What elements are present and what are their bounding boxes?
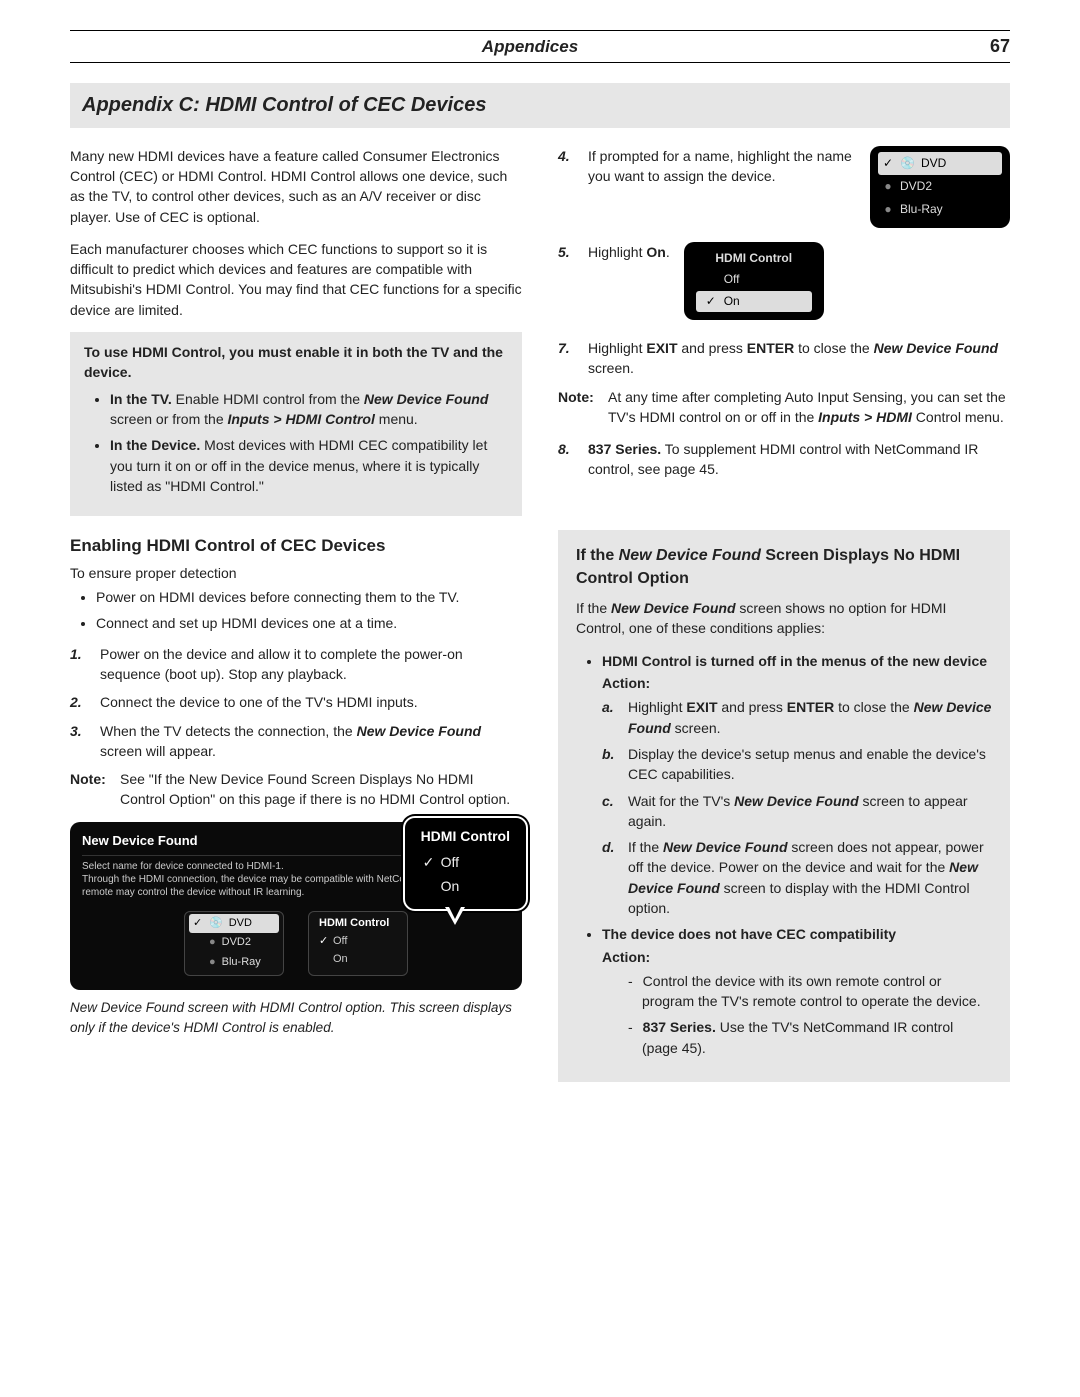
right-column: 4. If prompted for a name, highlight the… — [558, 146, 1010, 1082]
step-2: 2.Connect the device to one of the TV's … — [70, 692, 522, 712]
appendix-title: Appendix C: HDMI Control of CEC Devices — [70, 83, 1010, 128]
hdmi-control-bubble: HDMI Control Off On — [403, 816, 528, 911]
left-column: Many new HDMI devices have a feature cal… — [70, 146, 522, 1082]
no-option-intro: If the New Device Found screen shows no … — [576, 598, 992, 639]
note-right: Note: At any time after completing Auto … — [558, 387, 1010, 428]
step-4: 4. If prompted for a name, highlight the… — [558, 146, 1010, 228]
step-1: 1.Power on the device and allow it to co… — [70, 644, 522, 685]
no-option-heading: If the New Device Found Screen Displays … — [576, 544, 992, 590]
cond-1: HDMI Control is turned off in the menus … — [602, 651, 992, 919]
dash-1: Control the device with its own remote c… — [628, 971, 992, 1012]
intro-p2: Each manufacturer chooses which CEC func… — [70, 239, 522, 320]
step-7: 7. Highlight EXIT and press ENTER to clo… — [558, 338, 1010, 379]
enable-callout: To use HDMI Control, you must enable it … — [70, 332, 522, 516]
section-label: Appendices — [482, 35, 578, 60]
page-header: Appendices 67 — [70, 30, 1010, 63]
callout-bullet-device: In the Device. Most devices with HDMI CE… — [110, 435, 508, 496]
hdmi-control-small: HDMI Control Off On — [308, 911, 408, 977]
sub-b: b.Display the device's setup menus and e… — [602, 744, 992, 785]
callout-bullet-tv: In the TV. Enable HDMI control from the … — [110, 389, 508, 430]
step-3: 3.When the TV detects the connection, th… — [70, 721, 522, 762]
enabling-subhead: Enabling HDMI Control of CEC Devices — [70, 534, 522, 559]
content-columns: Many new HDMI devices have a feature cal… — [70, 146, 1010, 1082]
screenshot-caption: New Device Found screen with HDMI Contro… — [70, 998, 522, 1037]
cond-2: The device does not have CEC compatibili… — [602, 924, 992, 1058]
dash-2: 837 Series. Use the TV's NetCommand IR c… — [628, 1017, 992, 1058]
no-option-callout: If the New Device Found Screen Displays … — [558, 530, 1010, 1082]
device-list: ✓💿DVD ●DVD2 ●Blu-Ray — [184, 911, 284, 977]
step-8: 8. 837 Series. To supplement HDMI contro… — [558, 439, 1010, 480]
ensure-text: To ensure proper detection — [70, 563, 522, 583]
bullet-connect: Connect and set up HDMI devices one at a… — [96, 613, 522, 633]
new-device-found-screenshot: HDMI Control Off On New Device Found Sel… — [70, 822, 522, 991]
callout-title: To use HDMI Control, you must enable it … — [84, 342, 508, 383]
sub-d: d.If the New Device Found screen does no… — [602, 837, 992, 918]
sub-a: a.Highlight EXIT and press ENTER to clos… — [602, 697, 992, 738]
device-name-panel: ✓💿DVD ●DVD2 ●Blu-Ray — [870, 146, 1010, 228]
page-number: 67 — [990, 33, 1010, 59]
sub-c: c.Wait for the TV's New Device Found scr… — [602, 791, 992, 832]
bullet-power-on: Power on HDMI devices before connecting … — [96, 587, 522, 607]
note-left: Note: See "If the New Device Found Scree… — [70, 769, 522, 810]
hdmi-control-panel: HDMI Control Off On — [684, 242, 824, 320]
step-5: 5. Highlight On. HDMI Control Off On — [558, 242, 1010, 320]
intro-p1: Many new HDMI devices have a feature cal… — [70, 146, 522, 227]
